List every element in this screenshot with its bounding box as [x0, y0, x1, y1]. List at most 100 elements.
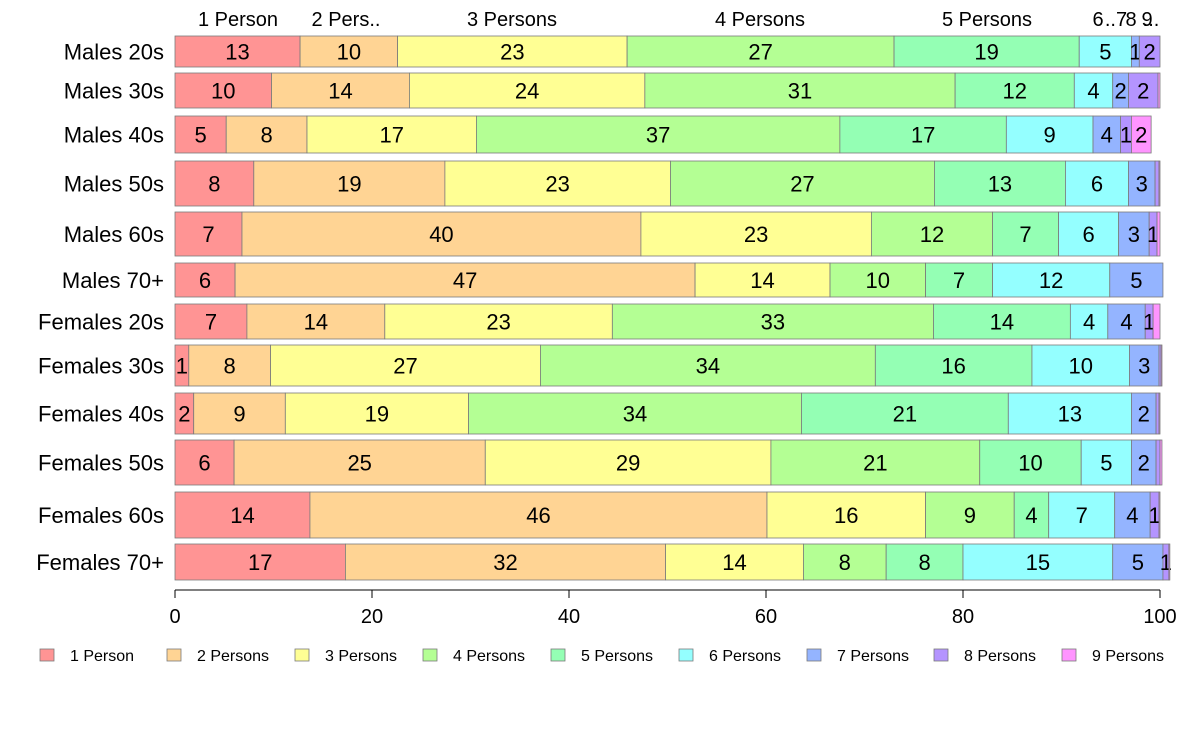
category-label: Males 40s — [64, 123, 164, 148]
bar-segment — [1129, 344, 1160, 387]
bar-segment — [1159, 439, 1163, 486]
bar-segment — [934, 160, 1066, 207]
data-label: 34 — [623, 402, 647, 427]
bar-segment — [839, 115, 1007, 154]
bar-segment — [1069, 303, 1109, 340]
bar-row: 14 46 16 9 4 7 4 1 — [174, 491, 1161, 539]
x-tick-label: 0 — [169, 606, 180, 628]
bar-segment — [476, 115, 841, 154]
legend-swatch — [294, 648, 310, 662]
bar-segment — [1157, 72, 1161, 109]
x-tick-label: 20 — [361, 606, 383, 628]
category-label: Females 50s — [38, 451, 164, 476]
bar-segment — [665, 543, 804, 581]
data-label: 10 — [337, 40, 361, 65]
data-label: 1 — [176, 354, 188, 379]
category-label: Males 30s — [64, 79, 164, 104]
data-label: 9 — [964, 503, 976, 528]
data-label: 3 — [1136, 172, 1148, 197]
data-label: 2 — [1137, 79, 1149, 104]
legend-swatch — [678, 648, 694, 662]
bar-segment — [270, 344, 541, 387]
category-label: Females 40s — [38, 402, 164, 427]
bar-segment — [962, 543, 1114, 581]
data-label: 2 — [1135, 123, 1147, 148]
bar-segment — [384, 303, 613, 340]
top-series-label: ..7 — [1105, 9, 1127, 31]
bar-segment — [1154, 160, 1160, 207]
bar-row: 1 8 27 34 16 10 3 — [174, 344, 1163, 387]
bar-segment — [626, 35, 895, 68]
bar-segment — [271, 72, 410, 109]
category-label: Males 50s — [64, 172, 164, 197]
bar-segment — [1065, 160, 1129, 207]
bar-segment — [174, 303, 248, 340]
y-axis-labels: Males 20s Males 30s Males 40s Males 50s Male… — [36, 40, 164, 576]
data-label: 2 — [1114, 79, 1126, 104]
bar-row: 6 47 14 10 7 12 5 — [174, 262, 1164, 298]
legend-swatch — [550, 648, 566, 662]
legend: 1 Person 2 Persons 3 Persons 4 Persons 5 Per… — [39, 648, 1164, 665]
data-label: 16 — [941, 354, 965, 379]
bar-segment — [1078, 35, 1132, 68]
bar-segment — [174, 160, 255, 207]
data-label: 1 — [1129, 40, 1141, 65]
bar-segment — [1131, 115, 1152, 154]
bar-segment — [1007, 392, 1132, 435]
bar-segment — [1158, 392, 1161, 435]
bar-segment — [174, 439, 235, 486]
legend-swatch — [933, 648, 949, 662]
data-label: 7 — [205, 310, 217, 335]
data-label: 12 — [1002, 79, 1026, 104]
data-label: 4 — [1087, 79, 1099, 104]
data-label: 14 — [750, 268, 774, 293]
bar-segment — [397, 35, 628, 68]
data-label: 2 — [178, 402, 190, 427]
legend-item: 6 Persons — [678, 648, 781, 665]
bar-segment — [1048, 491, 1116, 539]
legend-item: 7 Persons — [806, 648, 909, 665]
bar-row: 13 10 23 27 19 5 1 2 — [174, 35, 1161, 68]
category-label: Males 20s — [64, 40, 164, 65]
bar-segment — [246, 303, 386, 340]
data-label: 5 — [1130, 268, 1142, 293]
bar-segment — [1155, 439, 1161, 486]
legend-label: 3 Persons — [325, 648, 397, 665]
top-series-label: 2 Pers.. — [312, 9, 381, 31]
top-series-label: 6 — [1092, 9, 1103, 31]
data-label: 3 — [1128, 222, 1140, 247]
bar-segment — [670, 160, 935, 207]
bar-segment — [874, 344, 1033, 387]
data-label: 19 — [337, 172, 361, 197]
bar-segment — [644, 72, 956, 109]
bar-segment — [225, 115, 308, 154]
legend-item: 8 Persons — [933, 648, 1036, 665]
bar-row: 17 32 14 8 8 15 5 1 — [174, 543, 1172, 581]
legend-item: 4 Persons — [422, 648, 525, 665]
data-label: 33 — [761, 310, 785, 335]
category-label: Females 20s — [38, 310, 164, 335]
category-label: Males 60s — [64, 222, 164, 247]
data-label: 4 — [1120, 310, 1132, 335]
data-label: 5 — [1132, 550, 1144, 575]
bar-row: 8 19 23 27 13 6 3 — [174, 160, 1161, 207]
data-label: 19 — [974, 40, 998, 65]
bar-segment — [1158, 491, 1161, 539]
bar-segment — [1155, 392, 1160, 435]
bar-segment — [1152, 303, 1161, 340]
data-label: 23 — [744, 222, 768, 247]
data-label: 17 — [248, 550, 272, 575]
bar-segment — [1109, 262, 1164, 298]
bar-row: 6 25 29 21 10 5 2 — [174, 439, 1163, 486]
legend-swatch — [422, 648, 438, 662]
bar-segment — [1005, 115, 1094, 154]
data-label: 6 — [1091, 172, 1103, 197]
bar-segment — [1138, 35, 1161, 68]
data-label: 3 — [1138, 354, 1150, 379]
legend-item: 1 Person — [39, 648, 134, 665]
bar-segment — [193, 392, 286, 435]
bar-segment — [1080, 439, 1132, 486]
data-label: 15 — [1026, 550, 1050, 575]
data-label: 14 — [328, 79, 352, 104]
data-label: 9 — [233, 402, 245, 427]
